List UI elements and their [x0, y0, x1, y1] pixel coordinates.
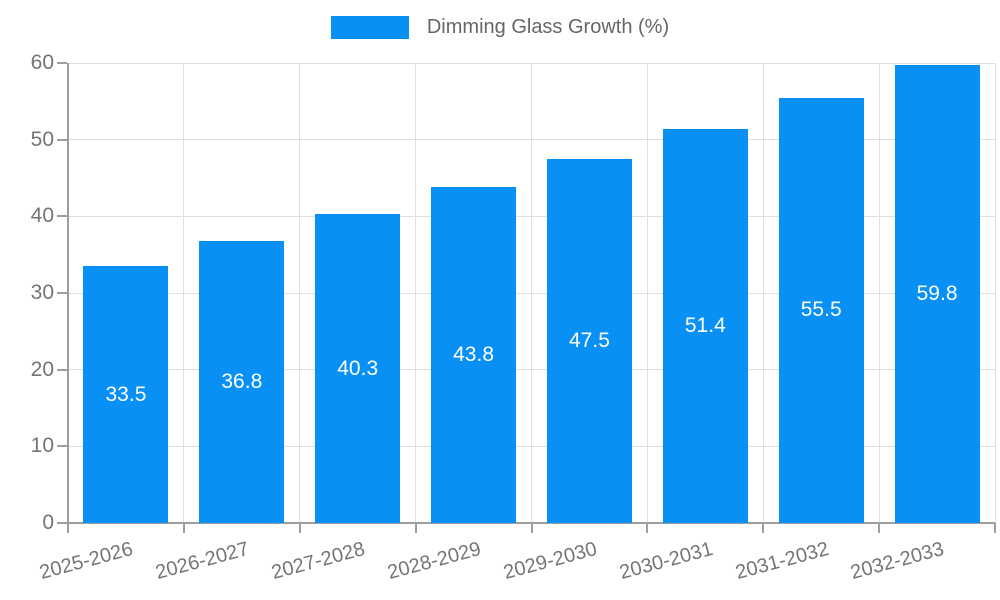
gridline-x: [299, 63, 301, 523]
bar-value-label: 43.8: [453, 343, 494, 367]
x-axis-tick: [182, 523, 185, 533]
gridline-x: [762, 63, 764, 523]
x-axis-label: 2031-2032: [732, 538, 831, 585]
gridline-x: [878, 63, 880, 523]
bar-value-label: 33.5: [105, 382, 147, 406]
y-axis-label: 10: [30, 434, 54, 458]
x-axis-tick: [762, 523, 765, 533]
bar-value-label: 59.8: [916, 281, 958, 305]
gridline-x: [415, 63, 417, 523]
y-axis-tick: [57, 292, 67, 294]
x-axis-tick: [530, 523, 533, 533]
y-axis-label: 50: [30, 127, 54, 151]
gridline-x: [183, 63, 185, 523]
bar[interactable]: 33.5: [83, 266, 169, 523]
bar[interactable]: 36.8: [199, 240, 285, 523]
x-axis-tick: [298, 523, 301, 533]
y-axis-line: [67, 63, 69, 523]
x-axis-tick: [878, 523, 881, 533]
x-axis-label: 2026-2027: [153, 538, 252, 585]
gridline-x: [646, 63, 648, 523]
x-axis-label: 2032-2033: [848, 538, 947, 585]
y-axis-label: 30: [30, 281, 54, 304]
gridline-x: [531, 63, 532, 523]
gridline-x: [994, 63, 996, 523]
y-axis-tick: [57, 522, 67, 524]
y-axis-tick: [57, 138, 67, 141]
x-axis-tick: [646, 523, 649, 533]
x-axis-label: 2027-2028: [269, 538, 368, 585]
x-axis-tick: [67, 523, 69, 533]
y-axis-tick: [57, 62, 67, 64]
y-axis-tick: [57, 215, 67, 218]
bar[interactable]: 47.5: [546, 158, 632, 523]
legend-label: Dimming Glass Growth (%): [426, 16, 670, 38]
bar-value-label: 36.8: [221, 369, 263, 393]
bar[interactable]: 59.8: [894, 64, 980, 523]
bar-value-label: 47.5: [569, 328, 610, 352]
bar[interactable]: 43.8: [431, 187, 517, 523]
bar[interactable]: 55.5: [778, 97, 864, 523]
bar-value-label: 40.3: [337, 356, 379, 380]
x-axis-label: 2028-2029: [385, 538, 484, 585]
y-axis-tick: [57, 445, 67, 448]
x-axis-label: 2029-2030: [501, 538, 600, 585]
bar[interactable]: 51.4: [662, 128, 748, 523]
y-axis-label: 0: [42, 511, 54, 534]
bar[interactable]: 40.3: [315, 214, 401, 523]
bar-value-label: 51.4: [684, 313, 726, 337]
y-axis-tick: [57, 368, 67, 371]
x-axis-tick: [994, 523, 996, 533]
x-axis-line: [67, 522, 995, 524]
x-axis-tick: [414, 523, 417, 533]
legend[interactable]: Dimming Glass Growth (%): [0, 16, 1000, 39]
y-axis-label: 60: [30, 51, 54, 74]
x-axis-label: 2030-2031: [616, 538, 716, 585]
x-axis-label: 2025-2026: [37, 538, 136, 585]
bar-value-label: 55.5: [800, 298, 842, 322]
legend-swatch-icon: [330, 16, 409, 39]
y-axis-label: 20: [30, 357, 54, 381]
y-axis-label: 40: [30, 204, 54, 228]
plot-area: 0 10 20 30 40 50 60 33.5 2025-2026 36.8 2026-2027 4…: [31, 51, 996, 584]
